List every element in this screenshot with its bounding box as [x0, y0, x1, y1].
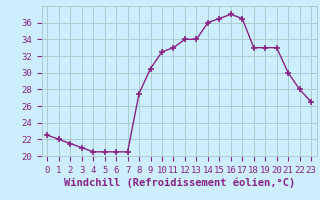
- X-axis label: Windchill (Refroidissement éolien,°C): Windchill (Refroidissement éolien,°C): [64, 178, 295, 188]
